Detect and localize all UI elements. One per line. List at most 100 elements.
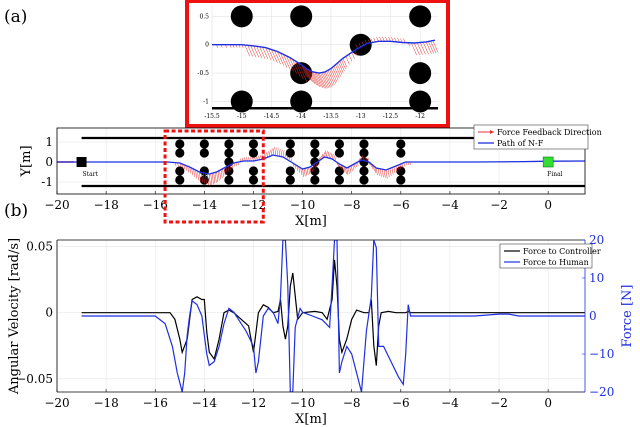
inset-force-arrow [373,37,376,42]
inset-force-arrow [302,65,309,79]
path-force-arrow [222,168,224,177]
inset-force-arrow [305,67,312,82]
inset-force-arrow [419,42,426,55]
velocity-x-tick-label: −4 [441,396,459,410]
inset-force-arrow [323,72,331,88]
path-obstacle [359,166,369,176]
velocity-x-tick-label: −20 [44,396,69,410]
inset-force-arrow [283,54,291,70]
inset-x-tick-label: -12.5 [383,113,399,120]
path-force-arrow [391,167,394,175]
path-x-tick-label: −2 [490,198,508,212]
inset-force-arrow [332,67,339,81]
velocity-x-tick-label: −12 [241,396,266,410]
path-force-arrow [187,166,190,173]
inset-y-tick-label: -0.5 [197,70,209,77]
inset-force-arrow [425,41,432,54]
inset-force-arrow [309,70,317,86]
path-force-arrow [191,167,194,176]
path-force-arrow [298,166,301,173]
path-force-arrow [377,168,380,176]
inset-force-arrow [308,69,316,85]
inset-obstacle [349,33,372,56]
inset-force-arrow [265,47,272,60]
path-force-arrow [401,163,404,168]
inset-force-arrow [277,51,284,66]
path-force-arrow [312,164,315,171]
path-force-arrow [223,167,226,176]
path-obstacle [175,139,185,149]
path-x-axis-label: X[m] [295,214,327,229]
path-y-axis-label: Y[m] [19,145,34,177]
velocity-x-tick-label: 0 [544,396,552,410]
path-force-arrow [265,152,267,159]
inset-force-arrow [250,45,257,58]
path-obstacle [334,175,345,185]
inset-force-arrow [348,54,353,62]
inset-force-arrow [388,36,391,42]
path-obstacle [224,139,234,149]
inset-force-arrow [413,42,420,56]
inset-x-tick-label: -12 [415,113,425,120]
path-force-arrow [324,150,327,158]
path-force-arrow [374,166,377,174]
velocity-y-tick-label: 0.05 [26,240,53,254]
path-force-arrow [220,169,223,178]
path-obstacle [285,166,295,176]
series-line-force-to-human [81,240,585,392]
path-force-arrow [203,172,205,184]
inset-force-arrow [253,45,260,58]
inset-force-arrow [286,55,294,72]
inset-frame [185,0,450,128]
path-force-arrow [387,169,390,178]
path-obstacle [248,148,259,158]
inset-force-arrow [311,71,319,87]
inset-force-arrow [329,69,336,84]
inset-force-arrow [306,69,314,83]
path-force-arrow [231,163,234,169]
velocity-x-axis-label: X[m] [295,412,327,427]
path-force-arrow [268,149,271,157]
inset-force-arrow [268,48,275,62]
path-force-arrow [201,172,203,183]
inset-force-arrow [262,47,269,60]
path-force-arrow [349,166,352,173]
path-x-tick-label: −18 [93,198,118,212]
final-label: Final [547,171,563,178]
velocity-legend [499,243,593,269]
path-force-arrow [331,153,334,160]
inset-force-arrow [338,62,344,73]
path-force-arrow [353,163,356,169]
inset-force-arrow [295,60,304,80]
panel-a-label: (a) [4,7,27,27]
inset-force-arrow [320,72,328,89]
inset-force-arrow [303,66,311,80]
path-x-tick-label: −20 [44,198,69,212]
path-force-arrow [302,168,305,177]
path-force-arrow [217,171,220,181]
inset-force-arrow [324,71,332,88]
velocity-y-axis-label: Angular Velocity [rad/s] [7,238,22,395]
legend-label-force-to-human: Force to Human [523,258,589,267]
force-y-tick-label: 20 [589,233,604,247]
path-obstacle [285,139,295,149]
path-x-tick-label: −14 [192,198,218,212]
path-force-arrow [342,165,344,172]
path-force-arrow [393,166,396,174]
path-obstacle [359,139,369,149]
path-force-arrow [272,147,275,156]
path-force-arrow [362,156,365,161]
inset-obstacle [290,90,313,113]
path-force-arrow [327,151,330,158]
path-force-arrow [189,166,192,174]
path-force-arrow [193,168,195,177]
final-marker [542,156,554,168]
path-force-arrow [286,154,289,160]
inset-force-arrow [382,36,385,42]
path-force-arrow [284,152,287,159]
path-force-arrow [270,148,273,156]
path-force-arrow [278,149,281,157]
path-obstacle [334,139,345,149]
path-force-arrow [361,155,363,161]
path-force-arrow [210,173,213,185]
